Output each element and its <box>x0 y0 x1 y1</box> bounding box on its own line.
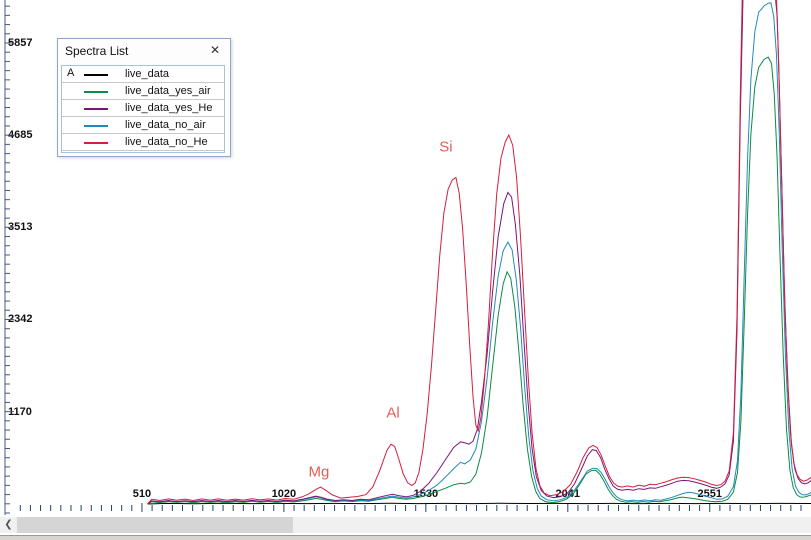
legend-color-swatch <box>84 108 108 110</box>
scroll-left-button[interactable]: ❮ <box>0 517 17 533</box>
legend-row-live_data_yes_He[interactable]: live_data_yes_He <box>62 100 224 117</box>
legend-label: live_data_no_He <box>125 136 208 148</box>
x-tick-label: 510 <box>132 488 152 500</box>
legend-row-live_data_no_air[interactable]: live_data_no_air <box>62 117 224 134</box>
legend-color-swatch <box>84 125 108 127</box>
y-tick-label: 1170 <box>8 405 32 418</box>
y-tick-label: 2342 <box>8 313 33 326</box>
spectrum-curve-live_data_yes_He <box>147 0 811 505</box>
y-tick-label: 4685 <box>8 129 33 142</box>
scrollbar-thumb[interactable] <box>17 517 293 533</box>
legend-row-live_data_no_He[interactable]: live_data_no_He <box>62 134 224 151</box>
legend-color-swatch <box>84 74 108 76</box>
spectrum-plot-canvas[interactable] <box>0 0 811 517</box>
horizontal-scrollbar[interactable]: ❮ <box>0 517 811 533</box>
legend-label: live_data_yes_He <box>125 102 213 114</box>
legend-label: live_data <box>125 68 170 80</box>
element-label-Al: Al <box>386 404 400 422</box>
y-tick-label: 3513 <box>8 221 33 234</box>
lower-window-edge <box>0 535 811 540</box>
legend-label: live_data_no_air <box>125 119 206 131</box>
spectrum-curve-live_data_no_air <box>147 2 811 505</box>
spectrum-curve-live_data <box>147 502 811 505</box>
legend-color-swatch <box>84 142 108 144</box>
legend-color-swatch <box>84 91 108 93</box>
element-label-Si: Si <box>439 138 453 156</box>
spectra-list-title[interactable]: Spectra List <box>65 44 129 58</box>
spectrum-curve-live_data_no_He <box>147 0 811 505</box>
legend-row-live_data_yes_air[interactable]: live_data_yes_air <box>62 83 224 100</box>
spectrum-curve-live_data_yes_air <box>147 56 811 505</box>
active-spectrum-marker: A <box>67 67 75 79</box>
y-tick-label: 5857 <box>8 36 33 49</box>
close-icon[interactable]: ✕ <box>209 43 220 57</box>
x-tick-label: 2551 <box>697 488 722 500</box>
x-tick-label: 1020 <box>271 488 297 500</box>
legend-label: live_data_yes_air <box>125 85 211 97</box>
element-label-Mg: Mg <box>308 463 330 481</box>
